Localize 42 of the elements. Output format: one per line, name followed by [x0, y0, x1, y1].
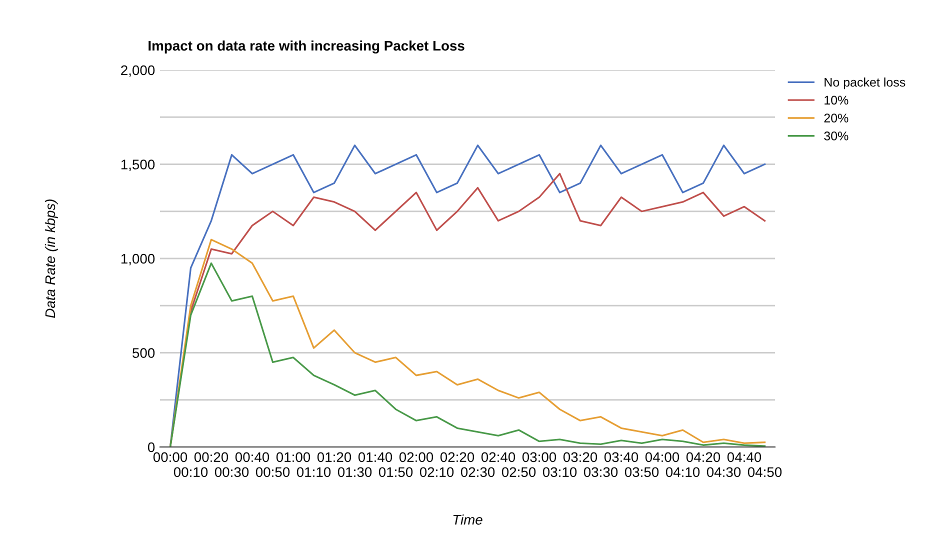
x-tick-label: 01:30: [338, 467, 372, 478]
y-tick-label: 2,000: [121, 65, 155, 77]
x-tick-label: 01:50: [378, 467, 413, 478]
x-axis-title: Time: [453, 514, 482, 525]
legend-label: No packet loss: [824, 78, 906, 90]
x-tick-label: 01:10: [296, 467, 331, 478]
x-tick-label: 00:00: [153, 452, 188, 462]
x-tick-label: 01:20: [317, 452, 352, 462]
x-tick-label: 03:50: [624, 467, 659, 478]
x-tick-label: 01:00: [276, 452, 310, 462]
x-tick-label: 04:30: [706, 467, 741, 478]
x-tick-label: 02:50: [502, 467, 536, 478]
x-tick-label: 04:10: [666, 467, 700, 478]
x-tick-label: 02:20: [440, 452, 474, 462]
x-tick-label: 00:40: [235, 452, 270, 462]
x-tick-label: 00:20: [194, 452, 228, 462]
legend-label: 10%: [824, 96, 848, 105]
chart-title: Impact on data rate with increasing Packet Loss: [148, 40, 464, 54]
x-tick-label: 04:00: [645, 452, 680, 462]
x-tick-label: 03:40: [604, 452, 638, 462]
x-tick-label: 04:40: [727, 452, 762, 462]
x-tick-label: 02:30: [460, 467, 495, 478]
x-tick-label: 01:40: [358, 452, 392, 462]
x-tick-label: 02:40: [481, 452, 516, 462]
y-axis-title: Data Rate (in kbps): [44, 200, 58, 318]
y-tick-label: 1,000: [121, 254, 155, 266]
x-tick-label: 04:50: [748, 467, 782, 478]
y-tick-label: 0: [148, 442, 155, 452]
y-tick-label: 1,500: [121, 160, 155, 172]
legend-label: 30%: [824, 132, 848, 140]
x-tick-label: 04:20: [686, 452, 720, 462]
x-tick-label: 03:20: [563, 452, 598, 462]
x-tick-label: 00:10: [174, 467, 208, 478]
x-tick-label: 00:30: [214, 467, 249, 478]
x-tick-label: 02:10: [420, 467, 454, 478]
x-tick-label: 03:30: [584, 467, 618, 478]
y-tick-label: 500: [132, 348, 155, 358]
x-tick-label: 03:00: [522, 452, 556, 462]
legend-label: 20%: [824, 114, 848, 122]
x-tick-label: 00:50: [256, 467, 290, 478]
x-tick-label: 02:00: [399, 452, 434, 462]
x-tick-label: 03:10: [542, 467, 577, 478]
